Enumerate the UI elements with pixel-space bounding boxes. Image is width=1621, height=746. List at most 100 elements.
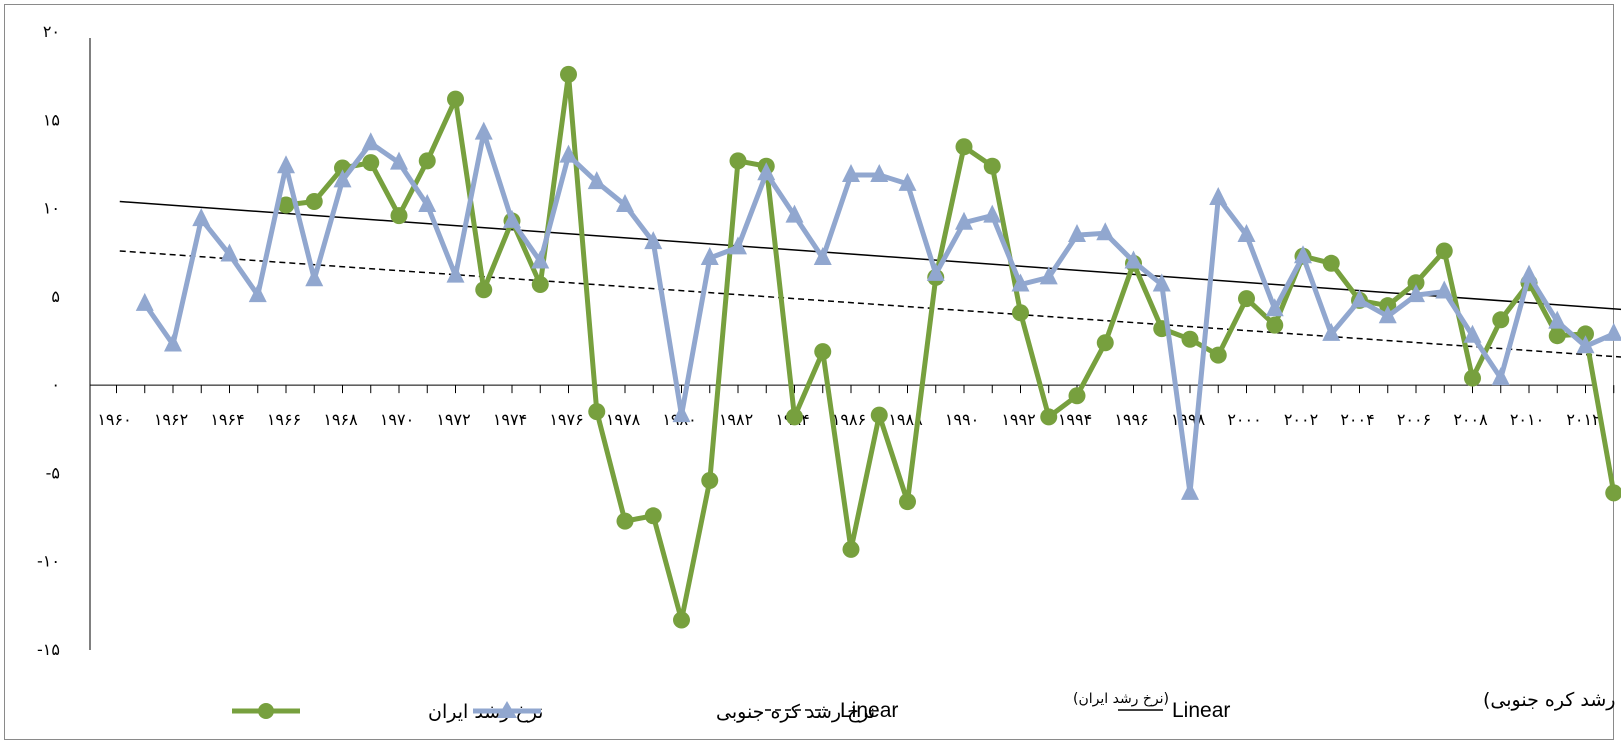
legend-linear-korea-note: (نرخ رشد کره جنوبی): [1483, 689, 1621, 711]
x-tick-label: ۲۰۰۸: [1453, 410, 1488, 429]
data-point: [1040, 408, 1058, 426]
data-point: [418, 194, 437, 213]
data-point: [1181, 481, 1199, 500]
data-point: [446, 264, 465, 283]
data-point: [1265, 298, 1284, 317]
data-point: [1237, 224, 1256, 243]
data-point: [842, 540, 860, 558]
y-tick-label: -۱۵: [37, 640, 60, 659]
data-point: [1322, 254, 1340, 272]
data-point: [1266, 316, 1284, 334]
data-point: [1096, 334, 1114, 352]
data-point: [955, 138, 973, 156]
data-point: [1548, 327, 1566, 345]
data-point: [1209, 186, 1228, 205]
data-point: [870, 164, 889, 183]
data-point: [333, 169, 352, 188]
data-point: [757, 162, 776, 181]
data-point: [447, 90, 464, 108]
data-point: [587, 171, 606, 190]
data-point: [1181, 330, 1199, 348]
data-point: [1012, 304, 1029, 322]
data-point: [1068, 387, 1086, 405]
data-point: [1435, 242, 1453, 260]
data-point: [1096, 222, 1115, 241]
x-tick-label: ۱۹۸۸: [888, 410, 923, 429]
data-point: [870, 406, 888, 424]
data-point: [1463, 324, 1482, 343]
x-tick-label: ۱۹۹۶: [1114, 410, 1148, 429]
data-point: [1068, 224, 1086, 243]
x-tick-label: ۲۰۱۰: [1510, 410, 1544, 429]
legend-linear-iran-label: Linear: [840, 699, 898, 722]
x-tick-label: ۱۹۷۴: [493, 410, 527, 429]
data-point: [588, 403, 606, 421]
data-point: [616, 512, 634, 530]
data-point: [813, 247, 832, 266]
x-tick-label: ۲۰۱۲: [1566, 410, 1600, 429]
data-point: [475, 281, 493, 299]
data-point: [503, 209, 521, 228]
data-point: [305, 193, 323, 211]
data-point: [899, 493, 916, 511]
x-tick-label: ۱۹۶۲: [154, 410, 188, 429]
data-point: [1491, 367, 1510, 386]
data-point: [1492, 311, 1510, 329]
data-point: [1039, 266, 1058, 285]
data-point: [898, 172, 917, 191]
x-tick-label: ۱۹۷۸: [606, 410, 641, 429]
x-tick-label: ۱۹۹۴: [1058, 410, 1092, 429]
trendlines-group: [119, 200, 1621, 358]
data-point: [560, 65, 577, 83]
data-point: [983, 157, 1001, 175]
data-point: [1407, 284, 1425, 303]
data-point: [983, 204, 1002, 223]
data-point: [390, 207, 408, 225]
data-point: [277, 196, 295, 214]
data-point: [1124, 250, 1143, 269]
x-tick-label: ۱۹۹۲: [1001, 410, 1035, 429]
x-axis-ticks: ۱۹۶۰ ۱۹۶۲ ۱۹۶۴ ۱۹۶۶ ۱۹۶۸ ۱۹۷۰ ۱۹۷۲ ۱۹۷۴ ۱۹۷۶ ۱۹۷۸…: [97, 385, 1615, 429]
axes-group: [89, 38, 1595, 650]
x-tick-label: ۱۹۹۸: [1171, 410, 1206, 429]
x-tick-label: ۲۰۰۲: [1284, 410, 1318, 429]
data-point: [248, 284, 267, 303]
trendline-solid: [119, 200, 1621, 311]
data-point: [842, 164, 860, 183]
data-point: [220, 243, 239, 262]
data-point: [786, 408, 803, 426]
series-korea: [135, 121, 1621, 500]
series-group: [135, 65, 1621, 629]
x-tick-label: ۱۹۸۲: [719, 410, 753, 429]
legend-iran-marker: [258, 703, 274, 719]
legend-item-linear-iran: Linear (نرخ رشد ایران): [765, 691, 1169, 722]
y-tick-label: ۱۰: [43, 199, 60, 218]
data-point: [192, 208, 211, 227]
data-point: [1011, 273, 1030, 292]
data-point: [277, 155, 295, 174]
data-point: [418, 152, 436, 170]
data-point: [1577, 325, 1594, 343]
x-tick-label: ۱۹۶۶: [267, 410, 301, 429]
data-point: [135, 292, 154, 311]
legend-linear-korea-label: Linear: [1172, 699, 1230, 722]
x-tick-label: ۱۹۶۴: [210, 410, 244, 429]
x-tick-label: ۲۰۰۰: [1227, 410, 1261, 429]
y-tick-label: -۱۰: [37, 552, 60, 571]
trendline-dashed: [119, 250, 1621, 358]
data-point: [362, 154, 380, 172]
y-axis-ticks: ۲۰ ۱۵ ۱۰ ۵ ۰ -۵ -۱۰ -۱۵: [37, 22, 60, 659]
data-point: [559, 144, 578, 163]
data-point: [1464, 369, 1481, 387]
data-point: [616, 194, 634, 213]
data-point: [1152, 273, 1171, 292]
data-point: [1322, 322, 1341, 341]
data-point: [1238, 290, 1255, 308]
y-tick-label: ۱۵: [43, 110, 60, 129]
x-tick-label: ۱۹۷۲: [436, 410, 470, 429]
x-tick-label: ۲۰۰۴: [1340, 410, 1374, 429]
data-point: [1407, 274, 1425, 292]
data-point: [729, 236, 747, 255]
data-point: [390, 151, 408, 170]
